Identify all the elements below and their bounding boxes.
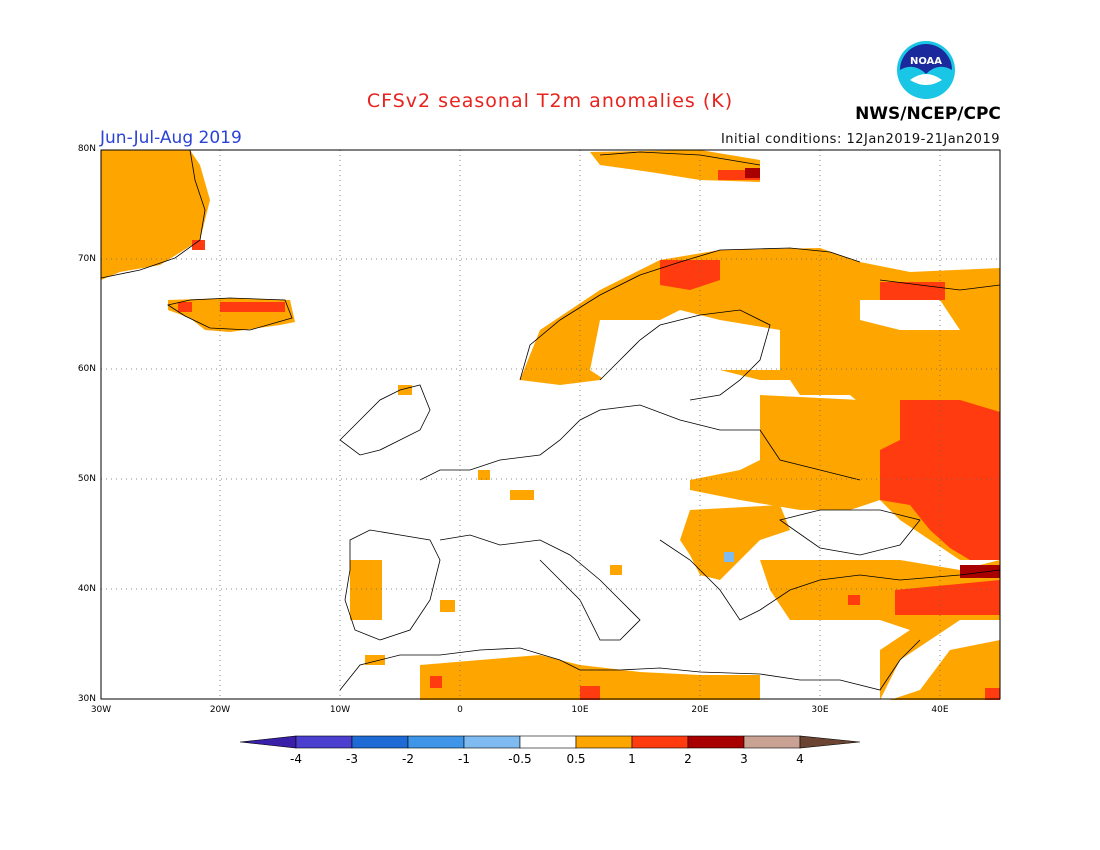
lon-label: 30E	[811, 705, 829, 715]
lat-label: 70N	[77, 254, 96, 264]
colorbar-label: -0.5	[508, 752, 532, 766]
colorbar	[239, 735, 861, 749]
lon-label: 40E	[931, 705, 949, 715]
lat-label: 30N	[77, 694, 96, 704]
colorbar-label: 4	[796, 752, 804, 766]
lat-label: 60N	[77, 364, 96, 374]
lon-label: 0	[457, 705, 463, 715]
anomaly-cells	[101, 150, 1000, 700]
colorbar-label: 1	[628, 752, 636, 766]
colorbar-label: 0.5	[566, 752, 586, 766]
agency-label: NWS/NCEP/CPC	[855, 104, 1001, 124]
lon-label: 10E	[571, 705, 589, 715]
lon-label: 20W	[209, 705, 231, 715]
map-frame	[100, 149, 1001, 700]
forecast-period: Jun-Jul-Aug 2019	[100, 128, 242, 148]
lon-label: 10W	[329, 705, 351, 715]
lon-label: 30W	[90, 705, 112, 715]
colorbar-label: 3	[740, 752, 748, 766]
coastlines	[100, 149, 1001, 691]
colorbar-label: -3	[346, 752, 358, 766]
lon-label: 20E	[691, 705, 709, 715]
lat-label: 80N	[77, 144, 96, 154]
lat-label: 40N	[77, 584, 96, 594]
lat-label: 50N	[77, 474, 96, 484]
colorbar-label: -1	[458, 752, 470, 766]
colorbar-label: 2	[684, 752, 692, 766]
chart-title: CFSv2 seasonal T2m anomalies (K)	[366, 90, 734, 112]
noaa-logo: NOAA	[897, 41, 955, 99]
svg-text:NOAA: NOAA	[910, 56, 942, 67]
colorbar-label: -4	[290, 752, 302, 766]
colorbar-label: -2	[402, 752, 414, 766]
initial-conditions: Initial conditions: 12Jan2019-21Jan2019	[720, 132, 1000, 147]
